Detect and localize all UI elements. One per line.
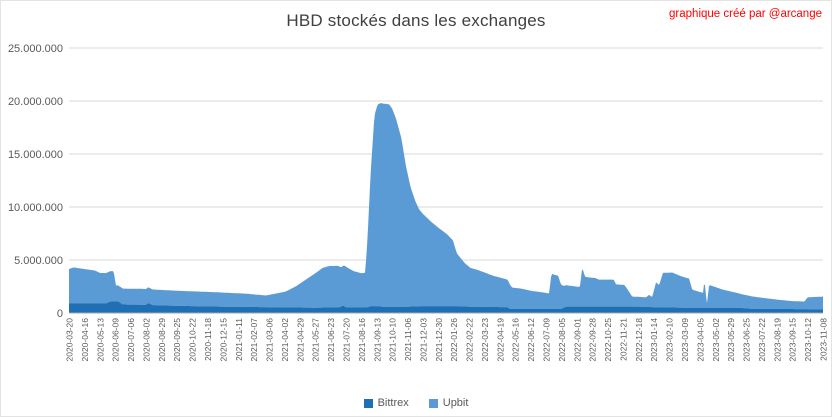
y-axis-label: 0 bbox=[57, 308, 63, 320]
x-axis-label: 2022-08-05 bbox=[557, 318, 567, 362]
x-axis-label: 2021-03-06 bbox=[265, 318, 275, 362]
x-axis-label: 2020-08-02 bbox=[141, 318, 151, 362]
x-axis-label: 2021-08-16 bbox=[357, 318, 367, 362]
x-axis-label: 2020-03-20 bbox=[65, 318, 75, 362]
legend-item-upbit: Upbit bbox=[428, 397, 469, 409]
x-axis-label: 2021-12-30 bbox=[434, 318, 444, 362]
x-axis-label: 2020-04-16 bbox=[80, 318, 90, 362]
x-axis-label: 2022-03-23 bbox=[480, 318, 490, 362]
bittrex-swatch-icon bbox=[363, 398, 373, 408]
x-axis-label: 2021-01-11 bbox=[234, 318, 244, 361]
x-axis-label: 2021-09-13 bbox=[372, 318, 382, 362]
y-axis-label: 10.000.000 bbox=[8, 202, 63, 214]
x-axis-label: 2021-04-02 bbox=[280, 318, 290, 362]
legend: Bittrex Upbit bbox=[1, 397, 831, 409]
x-axis-label: 2022-04-19 bbox=[495, 318, 505, 362]
x-axis-label: 2023-08-19 bbox=[772, 318, 782, 362]
x-axis-label: 2021-05-27 bbox=[311, 318, 321, 362]
x-axis-label: 2023-06-25 bbox=[742, 318, 752, 362]
x-axis-label: 2020-07-06 bbox=[126, 318, 136, 362]
x-axis-label: 2021-07-20 bbox=[341, 318, 351, 362]
legend-label-upbit: Upbit bbox=[442, 397, 469, 409]
legend-item-bittrex: Bittrex bbox=[363, 397, 409, 409]
x-axis-label: 2023-05-29 bbox=[726, 318, 736, 362]
x-axis-label: 2021-11-06 bbox=[403, 318, 413, 361]
chart-title: HBD stockés dans les exchanges bbox=[286, 11, 546, 30]
x-axis-label: 2023-02-10 bbox=[665, 318, 675, 362]
x-axis-label: 2023-07-22 bbox=[757, 318, 767, 362]
x-axis-label: 2022-10-25 bbox=[603, 318, 613, 362]
legend-label-bittrex: Bittrex bbox=[377, 397, 409, 409]
x-axis-label: 2020-09-25 bbox=[172, 318, 182, 362]
y-axis-label: 15.000.000 bbox=[8, 149, 63, 161]
x-axis-label: 2022-01-26 bbox=[449, 318, 459, 362]
y-axis-label: 20.000.000 bbox=[8, 96, 63, 108]
x-axis-label: 2023-11-08 bbox=[819, 318, 829, 361]
x-axis-label: 2021-12-03 bbox=[418, 318, 428, 362]
upbit-swatch-icon bbox=[428, 398, 438, 408]
x-axis-label: 2023-09-15 bbox=[788, 318, 798, 362]
x-axis-label: 2023-04-05 bbox=[695, 318, 705, 362]
x-axis-label: 2022-05-16 bbox=[511, 318, 521, 362]
x-axis-label: 2020-11-18 bbox=[203, 318, 213, 361]
x-axis-label: 2022-09-28 bbox=[588, 318, 598, 362]
x-axis-label: 2023-10-12 bbox=[803, 318, 813, 362]
x-axis-label: 2021-06-23 bbox=[326, 318, 336, 362]
y-axis-label: 5.000.000 bbox=[14, 255, 63, 267]
bittrex-area-series bbox=[69, 301, 823, 313]
x-axis-label: 2021-10-10 bbox=[388, 318, 398, 362]
x-axis-label: 2020-08-29 bbox=[157, 318, 167, 362]
x-axis-label: 2020-12-15 bbox=[218, 318, 228, 362]
x-axis-label: 2022-02-22 bbox=[465, 318, 475, 362]
x-axis-label: 2022-09-01 bbox=[572, 318, 582, 362]
x-axis-label: 2022-07-09 bbox=[542, 318, 552, 362]
x-axis-label: 2020-05-13 bbox=[95, 318, 105, 362]
x-axis-label: 2022-06-12 bbox=[526, 318, 536, 362]
x-axis-label: 2020-06-09 bbox=[111, 318, 121, 362]
upbit-area-series bbox=[69, 103, 823, 310]
x-axis-label: 2023-01-14 bbox=[649, 318, 659, 362]
x-axis-label: 2021-04-29 bbox=[295, 318, 305, 362]
y-axis-label: 25.000.000 bbox=[8, 43, 63, 55]
x-axis-label: 2023-05-02 bbox=[711, 318, 721, 362]
x-axis-label: 2022-12-18 bbox=[634, 318, 644, 362]
x-axis-label: 2020-10-22 bbox=[188, 318, 198, 362]
x-axis-label: 2023-03-09 bbox=[680, 318, 690, 362]
x-axis-label: 2022-11-21 bbox=[618, 318, 628, 361]
x-axis-label: 2021-02-07 bbox=[249, 318, 259, 362]
credit-text: graphique créé par @arcange bbox=[669, 8, 822, 20]
